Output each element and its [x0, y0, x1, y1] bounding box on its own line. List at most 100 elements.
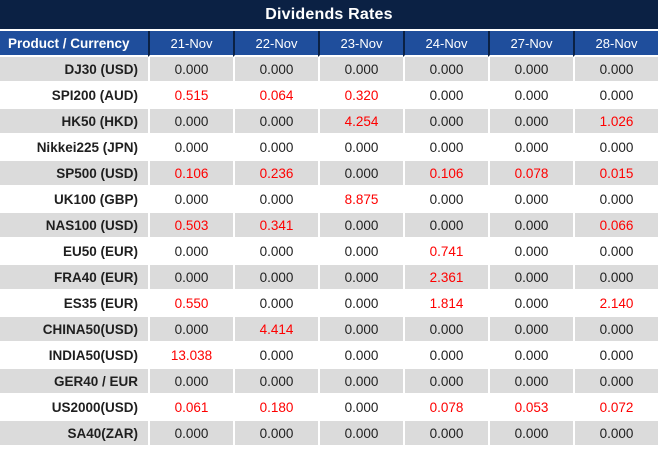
rate-cell: 0.236 — [233, 161, 318, 187]
rate-cell: 0.000 — [148, 265, 233, 291]
product-cell: CHINA50(USD) — [0, 317, 148, 343]
rate-cell: 0.000 — [488, 213, 573, 239]
rate-cell: 4.254 — [318, 109, 403, 135]
rate-cell: 0.503 — [148, 213, 233, 239]
product-cell: INDIA50(USD) — [0, 343, 148, 369]
product-cell: SA40(ZAR) — [0, 421, 148, 447]
rate-cell: 0.000 — [148, 421, 233, 447]
product-cell: NAS100 (USD) — [0, 213, 148, 239]
product-cell: GER40 / EUR — [0, 369, 148, 395]
rate-cell: 0.000 — [573, 265, 658, 291]
rate-cell: 0.000 — [318, 291, 403, 317]
product-cell: FRA40 (EUR) — [0, 265, 148, 291]
rate-cell: 0.000 — [488, 239, 573, 265]
rate-cell: 8.875 — [318, 187, 403, 213]
rate-cell: 0.000 — [573, 135, 658, 161]
rate-cell: 0.000 — [148, 109, 233, 135]
rate-cell: 0.320 — [318, 83, 403, 109]
rate-cell: 0.000 — [233, 135, 318, 161]
table-row: CHINA50(USD) 0.000 4.414 0.000 0.000 0.000 0.0… — [0, 317, 658, 343]
rate-cell: 0.000 — [488, 135, 573, 161]
table-row: DJ30 (USD) 0.000 0.000 0.000 0.000 0.000 0.000 — [0, 57, 658, 83]
rate-cell: 0.000 — [573, 83, 658, 109]
table-row: SA40(ZAR) 0.000 0.000 0.000 0.000 0.000 0.000 — [0, 421, 658, 447]
rate-cell: 0.000 — [318, 343, 403, 369]
rate-cell: 0.000 — [233, 239, 318, 265]
page-title: Dividends Rates — [265, 5, 393, 23]
rate-cell: 0.000 — [573, 317, 658, 343]
table-row: EU50 (EUR) 0.000 0.000 0.000 0.741 0.000 0.000 — [0, 239, 658, 265]
column-header-product-currency: Product / Currency — [0, 31, 148, 57]
table-row: INDIA50(USD) 13.038 0.000 0.000 0.000 0.000 0.… — [0, 343, 658, 369]
rate-cell: 0.000 — [403, 369, 488, 395]
rate-cell: 0.000 — [318, 213, 403, 239]
rate-cell: 0.000 — [148, 239, 233, 265]
rate-cell: 0.000 — [233, 265, 318, 291]
product-cell: SP500 (USD) — [0, 161, 148, 187]
product-cell: DJ30 (USD) — [0, 57, 148, 83]
rate-cell: 0.000 — [148, 135, 233, 161]
rate-cell: 0.000 — [403, 317, 488, 343]
rate-cell: 0.000 — [233, 109, 318, 135]
product-cell: UK100 (GBP) — [0, 187, 148, 213]
rate-cell: 1.026 — [573, 109, 658, 135]
product-cell: EU50 (EUR) — [0, 239, 148, 265]
rate-cell: 0.000 — [233, 291, 318, 317]
rate-cell: 0.741 — [403, 239, 488, 265]
rate-cell: 0.000 — [488, 343, 573, 369]
rate-cell: 0.072 — [573, 395, 658, 421]
rate-cell: 0.000 — [488, 187, 573, 213]
rate-cell: 2.361 — [403, 265, 488, 291]
column-header-date: 28-Nov — [573, 31, 658, 57]
rate-cell: 0.053 — [488, 395, 573, 421]
rate-cell: 1.814 — [403, 291, 488, 317]
rate-cell: 0.000 — [488, 421, 573, 447]
rate-cell: 0.000 — [318, 135, 403, 161]
rate-cell: 0.000 — [148, 317, 233, 343]
table-row: GER40 / EUR 0.000 0.000 0.000 0.000 0.000 0.00… — [0, 369, 658, 395]
rate-cell: 0.106 — [148, 161, 233, 187]
rate-cell: 0.000 — [148, 187, 233, 213]
table-header-row: Product / Currency 21-Nov 22-Nov 23-Nov 24-… — [0, 31, 658, 57]
rate-cell: 0.000 — [488, 83, 573, 109]
rate-cell: 0.000 — [403, 187, 488, 213]
rate-cell: 0.000 — [573, 239, 658, 265]
rate-cell: 0.000 — [318, 395, 403, 421]
rate-cell: 0.000 — [233, 187, 318, 213]
column-header-date: 24-Nov — [403, 31, 488, 57]
product-cell: US2000(USD) — [0, 395, 148, 421]
rate-cell: 0.000 — [148, 57, 233, 83]
rate-cell: 0.000 — [403, 109, 488, 135]
rate-cell: 0.000 — [318, 317, 403, 343]
table-row: HK50 (HKD) 0.000 0.000 4.254 0.000 0.000 1.026 — [0, 109, 658, 135]
rate-cell: 0.106 — [403, 161, 488, 187]
title-bar: Dividends Rates — [0, 0, 658, 31]
rate-cell: 0.000 — [488, 265, 573, 291]
rate-cell: 0.000 — [403, 83, 488, 109]
rate-cell: 0.066 — [573, 213, 658, 239]
rate-cell: 0.000 — [573, 369, 658, 395]
rate-cell: 0.000 — [488, 57, 573, 83]
rate-cell: 0.000 — [318, 265, 403, 291]
rate-cell: 4.414 — [233, 317, 318, 343]
rate-cell: 0.000 — [318, 421, 403, 447]
column-header-date: 22-Nov — [233, 31, 318, 57]
rate-cell: 0.180 — [233, 395, 318, 421]
rate-cell: 2.140 — [573, 291, 658, 317]
table-row: ES35 (EUR) 0.550 0.000 0.000 1.814 0.000 2.140 — [0, 291, 658, 317]
table-row: SPI200 (AUD) 0.515 0.064 0.320 0.000 0.000 0.0… — [0, 83, 658, 109]
rate-cell: 0.000 — [573, 421, 658, 447]
product-cell: HK50 (HKD) — [0, 109, 148, 135]
rate-cell: 0.015 — [573, 161, 658, 187]
rate-cell: 0.000 — [488, 109, 573, 135]
product-cell: ES35 (EUR) — [0, 291, 148, 317]
table-row: Nikkei225 (JPN) 0.000 0.000 0.000 0.000 0.000… — [0, 135, 658, 161]
column-header-date: 23-Nov — [318, 31, 403, 57]
table-body: DJ30 (USD) 0.000 0.000 0.000 0.000 0.000 0.000… — [0, 57, 658, 447]
column-header-date: 27-Nov — [488, 31, 573, 57]
rate-cell: 0.000 — [318, 369, 403, 395]
rate-cell: 13.038 — [148, 343, 233, 369]
rate-cell: 0.000 — [318, 239, 403, 265]
rate-cell: 0.000 — [318, 57, 403, 83]
table-row: FRA40 (EUR) 0.000 0.000 0.000 2.361 0.000 0.00… — [0, 265, 658, 291]
